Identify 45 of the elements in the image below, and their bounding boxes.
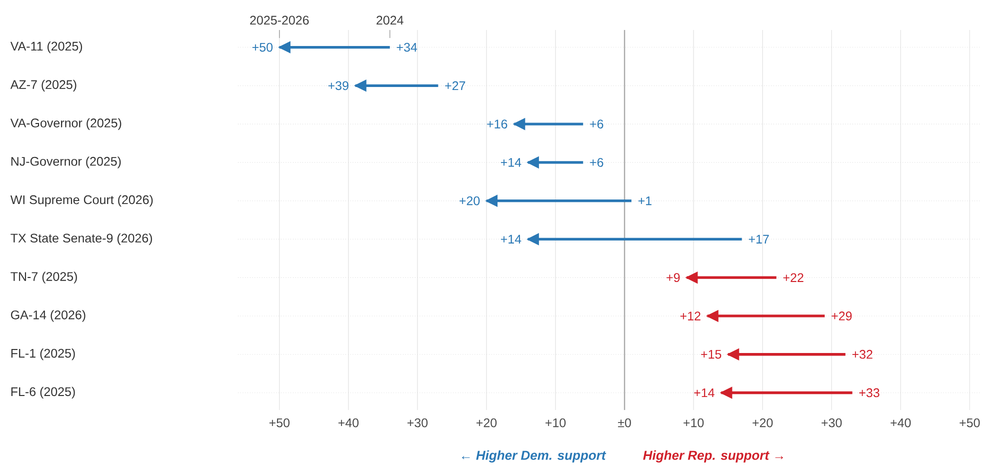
y-tick-label: GA-14 (2026) (10, 310, 86, 322)
text: 2025-2026 (250, 16, 309, 25)
annotation: +16 (487, 120, 508, 128)
x-tick-label: +20 (752, 418, 773, 428)
y-tick-label: AZ-7 (2025) (10, 80, 76, 92)
annotation: +1 (638, 196, 652, 206)
annotation: +32 (852, 350, 872, 359)
annotation: +14 (500, 158, 522, 167)
text: ← Higher Dem. support (462, 450, 606, 462)
x-tick-label: +20 (476, 418, 497, 428)
annotation: +15 (701, 350, 722, 359)
annotation: +27 (445, 81, 466, 90)
annotation: +6 (590, 158, 604, 167)
x-tick-label: ±0 (618, 418, 631, 428)
y-tick-label: WI Supreme Court (2026) (10, 194, 153, 207)
annotation: +6 (590, 120, 604, 128)
text: Higher Rep. support → (643, 450, 784, 462)
text: 2024 (376, 16, 404, 25)
x-tick-label: +40 (338, 418, 359, 428)
y-tick-label: VA-11 (2025) (10, 41, 82, 54)
annotation: +14 (694, 388, 714, 398)
x-tick-label: +10 (684, 418, 704, 428)
x-tick-label: +50 (269, 418, 290, 428)
y-tick-label: TN-7 (2025) (10, 272, 77, 284)
annotation: +33 (859, 388, 880, 398)
annotation: +22 (783, 273, 804, 282)
annotation: +20 (460, 196, 480, 206)
x-tick-label: +30 (822, 418, 842, 428)
y-tick-label: FL-6 (2025) (11, 386, 75, 399)
annotation: +50 (252, 42, 273, 52)
annotation: +17 (748, 234, 769, 244)
y-tick-label: NJ-Governor (2025) (11, 156, 121, 168)
annotation: +29 (832, 312, 852, 320)
y-tick-label: FL-1 (2025) (11, 348, 75, 360)
annotation: +9 (666, 273, 680, 282)
x-tick-label: +30 (407, 418, 428, 428)
x-tick-label: +50 (960, 418, 980, 428)
annotation: +12 (680, 312, 700, 320)
y-tick-label: TX State Senate-9 (2026) (10, 233, 152, 246)
annotation: +14 (500, 234, 522, 244)
annotation: +34 (396, 42, 418, 52)
x-tick-label: +10 (546, 418, 566, 428)
annotation: +39 (328, 81, 348, 90)
x-tick-label: +40 (890, 418, 911, 428)
y-tick-label: VA-Governor (2025) (10, 118, 122, 130)
